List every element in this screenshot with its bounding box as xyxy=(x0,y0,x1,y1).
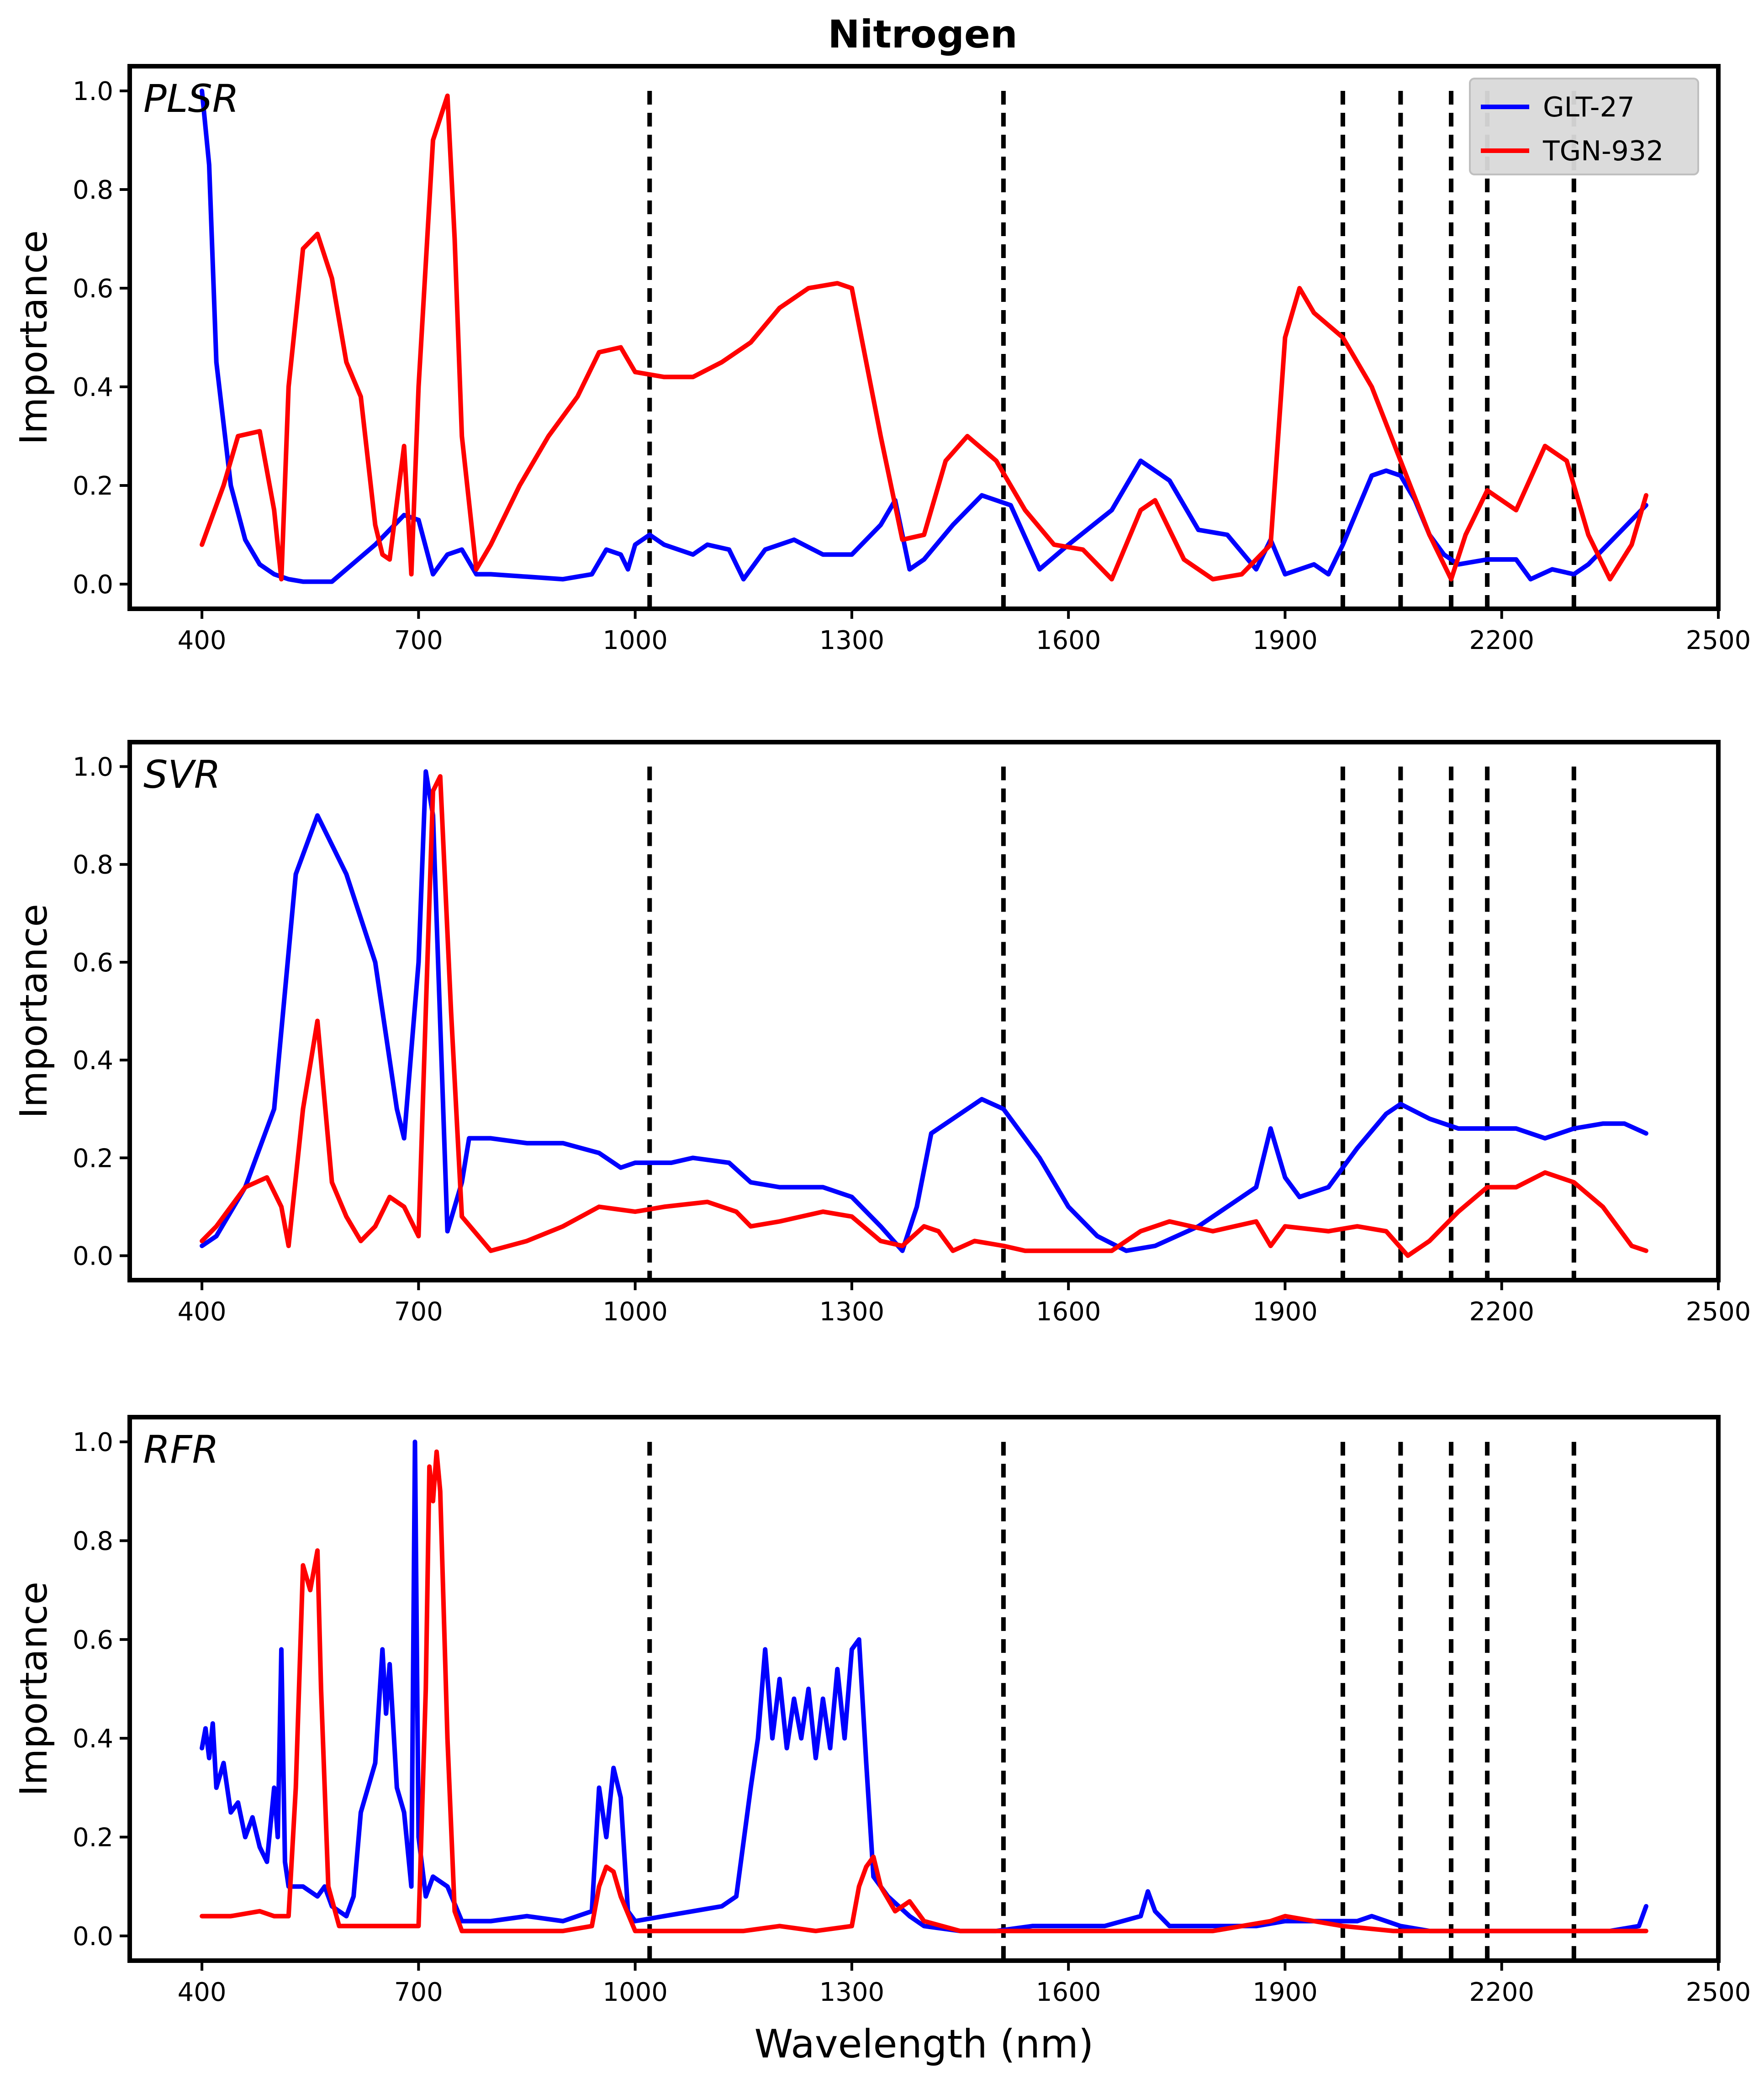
y-tick-label: 0.6 xyxy=(73,948,113,978)
x-tick-label: 700 xyxy=(394,1978,443,2007)
x-tick-label: 400 xyxy=(178,1297,227,1327)
x-tick-label: 1900 xyxy=(1252,626,1318,655)
x-tick-label: 700 xyxy=(394,1297,443,1327)
y-axis-label: Importance xyxy=(12,230,56,445)
y-tick-label: 0.2 xyxy=(73,1823,113,1853)
y-tick-label: 0.8 xyxy=(73,175,113,205)
x-tick-label: 1300 xyxy=(819,1297,885,1327)
panel-label: SVR xyxy=(143,752,221,797)
y-tick-label: 1.0 xyxy=(73,1428,113,1457)
y-axis-label: Importance xyxy=(12,1582,56,1796)
legend: GLT-27 TGN-932 xyxy=(1469,78,1699,175)
plot-frame xyxy=(127,1415,1721,1963)
y-tick-label: 0.4 xyxy=(73,1724,113,1754)
y-tick-label: 0.0 xyxy=(73,1922,113,1951)
figure-title: Nitrogen xyxy=(828,12,1017,57)
panel-rfr: 400 700 1000 1300 1600 1900 2200 2500 0.0 0.2 0.4 0… xyxy=(12,1415,1751,2067)
x-tick-label: 1300 xyxy=(819,1978,885,2007)
x-tick-label: 1600 xyxy=(1036,626,1101,655)
y-tick-label: 0.6 xyxy=(73,1625,113,1655)
x-tick-label: 1900 xyxy=(1252,1978,1318,2007)
x-tick-label: 2200 xyxy=(1469,1297,1534,1327)
y-tick-label: 1.0 xyxy=(73,77,113,106)
y-tick-label: 1.0 xyxy=(73,753,113,782)
x-tick-label: 400 xyxy=(178,1978,227,2007)
x-tick-label: 2200 xyxy=(1469,1978,1534,2007)
legend-label-glt-27: GLT-27 xyxy=(1543,91,1635,123)
y-tick-label: 0.6 xyxy=(73,274,113,304)
y-tick-label: 0.4 xyxy=(73,373,113,402)
x-tick-label: 700 xyxy=(394,626,443,655)
series-line-tgn-932 xyxy=(200,93,1648,582)
plot-frame xyxy=(127,64,1721,611)
x-tick-label: 2500 xyxy=(1686,1297,1751,1327)
y-axis-label: Importance xyxy=(12,904,56,1118)
y-tick-label: 0.4 xyxy=(73,1046,113,1076)
panel-plsr: 400 700 1000 1300 1600 1900 2200 2500 0.0 0.2 0.4 0… xyxy=(12,64,1751,655)
x-tick-label: 2500 xyxy=(1686,1978,1751,2007)
legend-label-tgn-932: TGN-932 xyxy=(1542,135,1664,167)
y-tick-label: 0.8 xyxy=(73,1526,113,1556)
x-tick-label: 1000 xyxy=(602,626,668,655)
panel-label: PLSR xyxy=(143,76,239,121)
x-tick-label: 1000 xyxy=(602,1297,668,1327)
panel-label: RFR xyxy=(143,1427,219,1472)
y-tick-label: 0.8 xyxy=(73,850,113,880)
panel-svr: 400 700 1000 1300 1600 1900 2200 2500 0.0 0.2 0.4 0… xyxy=(12,740,1751,1327)
x-tick-label: 1000 xyxy=(602,1978,668,2007)
x-tick-label: 1300 xyxy=(819,626,885,655)
y-tick-label: 0.0 xyxy=(73,1241,113,1271)
x-tick-label: 1600 xyxy=(1036,1978,1101,2007)
x-tick-label: 2500 xyxy=(1686,626,1751,655)
series-line-tgn-932 xyxy=(200,1449,1648,1934)
y-tick-label: 0.2 xyxy=(73,1144,113,1173)
series-line-glt-27 xyxy=(200,89,1648,584)
y-tick-label: 0.2 xyxy=(73,471,113,501)
x-tick-label: 1600 xyxy=(1036,1297,1101,1327)
x-axis-label: Wavelength (nm) xyxy=(755,2021,1094,2067)
series-line-glt-27 xyxy=(200,769,1648,1253)
x-tick-label: 1900 xyxy=(1252,1297,1318,1327)
plot-frame xyxy=(127,740,1721,1282)
x-tick-label: 2200 xyxy=(1469,626,1534,655)
y-tick-label: 0.0 xyxy=(73,570,113,600)
x-tick-label: 400 xyxy=(178,626,227,655)
series-line-tgn-932 xyxy=(200,774,1648,1258)
